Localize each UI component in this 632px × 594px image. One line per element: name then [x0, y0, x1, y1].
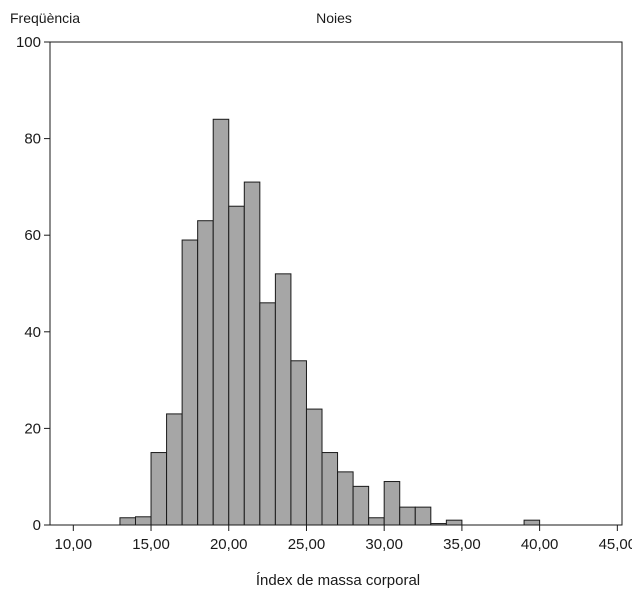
x-tick-label-25: 25,00 [288, 536, 326, 553]
histogram-bar-9 [259, 302, 276, 526]
histogram-bar-15 [352, 485, 370, 526]
x-tick-label-30: 30,00 [365, 536, 403, 553]
y-tick-label-20: 20 [24, 420, 41, 437]
x-tick-label-20: 20,00 [210, 536, 248, 553]
histogram-bar-19 [414, 506, 432, 526]
histogram-bar-13 [321, 452, 339, 526]
histogram-bar-0 [119, 517, 136, 526]
histogram-bar-6 [212, 118, 230, 526]
histogram-bar-17 [383, 481, 401, 526]
histogram-bar-8 [243, 181, 261, 526]
y-tick-label-80: 80 [24, 131, 41, 148]
bars-group [119, 118, 541, 526]
histogram-bar-4 [181, 239, 199, 526]
histogram-bar-11 [290, 360, 307, 526]
histogram-bar-2 [150, 452, 168, 526]
histogram-bar-3 [166, 413, 183, 526]
x-tick-label-40: 40,00 [521, 536, 559, 553]
histogram-bar-10 [274, 273, 292, 526]
y-tick-label-60: 60 [24, 227, 41, 244]
histogram-bar-14 [337, 471, 354, 526]
x-tick-label-35: 35,00 [443, 536, 481, 553]
x-tick-label-10: 10,00 [55, 536, 93, 553]
x-axis-label: Índex de massa corporal [256, 572, 420, 589]
histogram-bar-18 [399, 506, 416, 526]
histogram-bar-7 [228, 205, 245, 526]
chart-title: Noies [316, 10, 352, 26]
x-axis-ticks: 10,00 15,00 20,00 25,00 30,00 35,00 40,00 45,00 [55, 525, 632, 553]
histogram-bar-16 [368, 517, 385, 526]
y-tick-label-40: 40 [24, 324, 41, 341]
histogram-bar-5 [197, 220, 214, 526]
y-tick-label-100: 100 [16, 34, 41, 51]
histogram-bar-21 [445, 519, 463, 526]
y-axis-label: Freqüència [10, 10, 80, 26]
y-tick-label-0: 0 [33, 517, 41, 534]
y-axis-ticks: 0 20 40 60 80 100 [16, 34, 50, 534]
x-tick-label-15: 15,00 [132, 536, 170, 553]
plot-frame [49, 41, 623, 526]
histogram-bar-12 [305, 408, 323, 526]
histogram-bar-1 [134, 516, 152, 526]
x-tick-label-45: 45,00 [599, 536, 632, 553]
histogram-bar-22 [523, 519, 541, 526]
